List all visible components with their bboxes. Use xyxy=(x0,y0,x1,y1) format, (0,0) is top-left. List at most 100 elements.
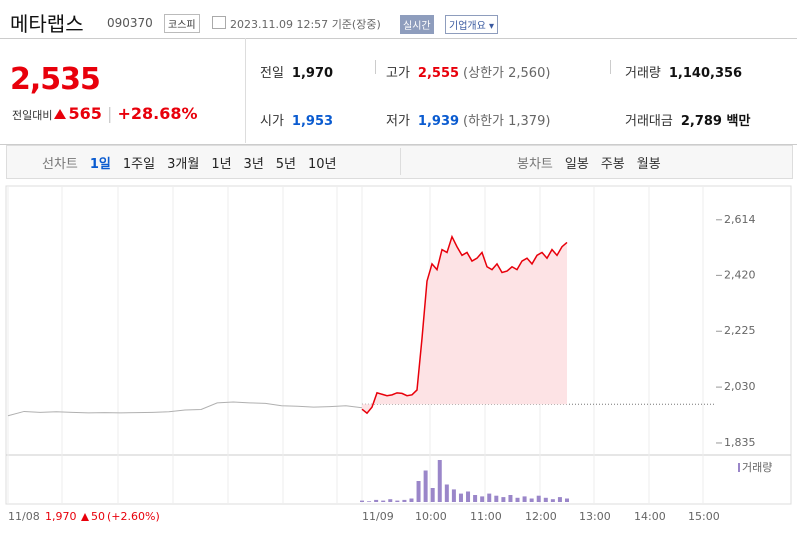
prev-close: 1,970 xyxy=(45,510,77,523)
stat-value: 2,789 백만 xyxy=(680,114,751,129)
volume-bar xyxy=(388,499,393,502)
tab[interactable]: 5년 xyxy=(275,157,297,172)
volume-bar xyxy=(444,484,449,502)
tab[interactable]: 일봉 xyxy=(564,157,589,172)
volume-bar xyxy=(550,499,555,502)
stat-value: 1,970 xyxy=(291,66,334,81)
stat: 거래대금 2,789 백만 xyxy=(625,110,750,129)
volume-bar xyxy=(473,495,478,502)
stat-value: 1,939 xyxy=(417,114,460,129)
stat: 저가 1,939 (하한가 1,379) xyxy=(386,110,550,129)
volume-bar xyxy=(458,493,463,502)
y-tick-label: 2,420 xyxy=(724,268,756,281)
stat: 고가 2,555 (상한가 2,560) xyxy=(386,62,550,81)
tab-label: 봉차트 xyxy=(517,157,553,172)
area xyxy=(362,236,567,414)
volume-bar xyxy=(494,495,499,502)
volume-bar xyxy=(508,495,513,502)
x-tick-label: 11/08 xyxy=(8,510,40,523)
x-tick-label: 13:00 xyxy=(579,510,611,523)
stat: 거래량 1,140,356 xyxy=(625,62,742,81)
tab[interactable]: 3년 xyxy=(243,157,264,172)
volume-bar xyxy=(515,497,520,502)
tab[interactable]: 1년 xyxy=(211,157,232,172)
volume-bar xyxy=(466,491,471,502)
volume-bar xyxy=(487,493,492,502)
line-tabs: 선차트 1일 1주일 3개월 1년 3년 5년 10년 xyxy=(42,153,349,172)
up-arrow xyxy=(54,109,67,119)
stat-label: 거래량 xyxy=(625,66,661,81)
stat-value: 1,953 xyxy=(291,114,334,129)
tab[interactable]: 3개월 xyxy=(167,157,200,172)
tab[interactable]: 1일 xyxy=(89,157,111,172)
x-tick-label: 15:00 xyxy=(688,510,720,523)
plot-frame xyxy=(5,185,792,505)
volume-bar xyxy=(409,498,414,502)
volume-bar xyxy=(529,498,534,502)
volume-legend: 거래량 xyxy=(742,461,772,474)
volume-bar xyxy=(565,498,569,502)
company-button[interactable]: 기업개요 ▾ xyxy=(445,15,499,34)
stat: 시가 1,953 xyxy=(260,110,333,129)
up-arrow xyxy=(81,513,89,521)
prev-rate: (+2.60%) xyxy=(107,510,160,523)
tab[interactable]: 월봉 xyxy=(636,157,661,172)
stat-label: 거래대금 xyxy=(625,114,673,129)
change-label: 전일대비 xyxy=(12,109,53,122)
x-tick-label: 14:00 xyxy=(634,510,666,523)
change: 565 xyxy=(68,104,102,123)
stat-value: 2,555 xyxy=(417,66,460,81)
y-tick-label: 2,614 xyxy=(724,213,756,226)
volume-bar xyxy=(381,500,386,502)
tab[interactable]: 10년 xyxy=(308,157,337,172)
tab[interactable]: 주봉 xyxy=(600,157,625,172)
volume-bar xyxy=(367,501,372,502)
divider xyxy=(245,38,246,143)
x-tick-label: 12:00 xyxy=(525,510,557,523)
company: 기업개요 xyxy=(449,21,486,32)
date: 2023.11.09 12:57 xyxy=(230,18,329,31)
volume-bar xyxy=(536,495,541,502)
x-tick-label: 11:00 xyxy=(470,510,502,523)
stat-value: 1,140,356 xyxy=(668,66,743,81)
stat-label: 전일 xyxy=(260,66,284,81)
stock-code: 090370 xyxy=(107,16,153,30)
realtime[interactable]: 실시간 xyxy=(400,15,434,34)
volume-bar xyxy=(543,497,548,502)
stat-note: (하한가 1,379) xyxy=(463,114,551,129)
x-tick-label: 10:00 xyxy=(415,510,447,523)
volume-bar xyxy=(423,470,428,502)
divider xyxy=(375,60,376,74)
price-line xyxy=(7,401,363,417)
y-tick-label: 2,225 xyxy=(724,324,756,337)
basis: 기준(장중) xyxy=(331,18,381,31)
price: 2,535 xyxy=(10,62,101,97)
volume-bar xyxy=(402,499,407,502)
volume-bar xyxy=(451,489,456,502)
clock-icon xyxy=(212,16,226,29)
volume-bar xyxy=(480,496,485,502)
market: 코스피 xyxy=(164,14,200,33)
stock-name: 메타랩스 xyxy=(10,12,84,36)
quote-box xyxy=(0,38,797,145)
tab[interactable]: 1주일 xyxy=(122,157,156,172)
change-row: 전일대비 565 | +28.68% xyxy=(12,104,198,123)
volume-bar xyxy=(557,497,562,502)
volume-bar xyxy=(522,496,527,502)
volume-bar xyxy=(374,499,379,502)
tab-label: 선차트 xyxy=(42,157,78,172)
volume-bar xyxy=(416,481,421,502)
stat-label: 시가 xyxy=(260,114,284,129)
divider xyxy=(400,148,401,175)
y-tick-label: 1,835 xyxy=(724,436,756,449)
volume-bar xyxy=(501,497,506,502)
volume-legend-swatch xyxy=(738,463,740,472)
stat: 전일 1,970 xyxy=(260,62,333,81)
divider xyxy=(610,60,611,74)
volume-bar xyxy=(430,488,435,502)
volume-bar xyxy=(437,460,442,502)
x-tick-label: 11/09 xyxy=(362,510,394,523)
volume-bar xyxy=(395,500,400,502)
